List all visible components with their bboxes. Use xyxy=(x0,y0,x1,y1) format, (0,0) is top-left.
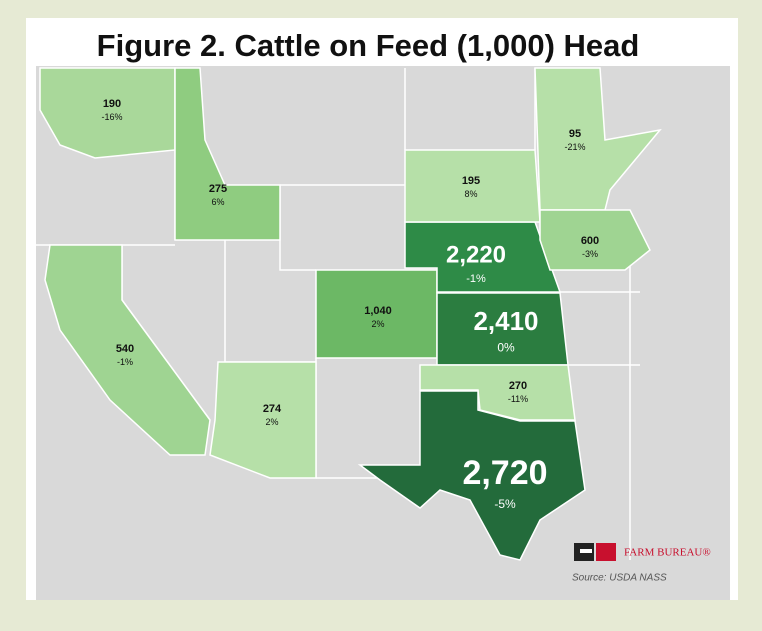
state-value: 2,720 xyxy=(462,454,547,492)
state xyxy=(357,390,586,561)
logo-icon xyxy=(574,543,616,561)
state-change: -16% xyxy=(101,112,122,122)
state-change: -21% xyxy=(564,142,585,152)
title: Figure 2. Cattle on Feed (1,000) Head xyxy=(97,28,640,63)
state-change: -1% xyxy=(466,273,486,285)
source: Source: USDA NASS xyxy=(572,573,667,584)
state-change: 2% xyxy=(265,417,278,427)
state-change: -5% xyxy=(494,497,516,511)
state xyxy=(44,244,211,456)
states: 190 -16% 275 6% 540 -1% 274 2% 1,040 2% 2,220 -1% 2,… xyxy=(39,67,662,561)
state-value: 195 xyxy=(462,175,480,187)
state-value: 2,410 xyxy=(473,306,538,336)
state-change: -11% xyxy=(508,394,528,404)
state-change: 2% xyxy=(371,319,384,329)
state-change: 8% xyxy=(464,189,477,199)
state-value: 1,040 xyxy=(364,305,392,317)
state-value: 2,220 xyxy=(446,241,506,268)
state-value: 95 xyxy=(569,128,581,140)
state-value: 190 xyxy=(103,98,121,110)
state-value: 275 xyxy=(209,183,227,195)
state-change: -3% xyxy=(582,249,598,259)
state-change: 0% xyxy=(497,340,515,354)
state xyxy=(209,361,317,479)
state-change: -1% xyxy=(117,357,133,367)
state-value: 600 xyxy=(581,235,599,247)
state-value: 540 xyxy=(116,343,134,355)
state-change: 6% xyxy=(211,197,224,207)
state-value: 274 xyxy=(263,403,282,415)
state xyxy=(174,67,281,241)
state-value: 270 xyxy=(509,380,527,392)
state xyxy=(539,209,651,271)
logo-text: FARM BUREAU® xyxy=(624,547,711,559)
